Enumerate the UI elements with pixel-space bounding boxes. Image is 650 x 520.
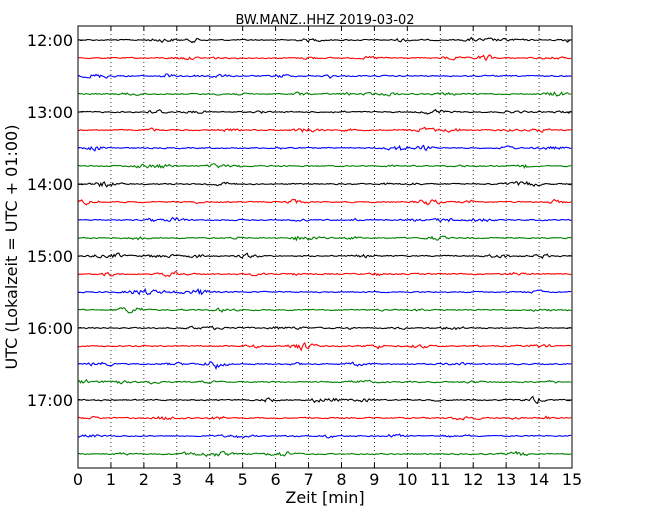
seismic-traces bbox=[77, 36, 572, 458]
y-axis-label: UTC (Lokalzeit = UTC + 01:00) bbox=[2, 125, 21, 370]
x-axis-ticks: 0 1 2 3 4 5 6 7 8 9 10 11 12 13 14 15 bbox=[73, 26, 582, 489]
trace-line bbox=[77, 450, 572, 458]
trace-line bbox=[77, 287, 572, 296]
trace-line bbox=[77, 108, 572, 115]
plot-frame bbox=[77, 25, 573, 469]
trace-line bbox=[77, 252, 572, 260]
x-tick-label: 0 bbox=[73, 470, 83, 489]
trace-line bbox=[77, 198, 572, 206]
trace-line bbox=[77, 144, 572, 152]
trace-line bbox=[77, 180, 572, 188]
trace-line bbox=[77, 361, 572, 371]
trace-line bbox=[77, 378, 572, 385]
trace-line bbox=[77, 73, 572, 79]
trace-line bbox=[77, 36, 572, 44]
trace-line bbox=[77, 307, 572, 314]
x-tick-label: 14 bbox=[529, 470, 549, 489]
y-tick-label: 13:00 bbox=[27, 103, 73, 122]
x-axis-label: Zeit [min] bbox=[285, 488, 364, 507]
x-tick-label: 7 bbox=[303, 470, 313, 489]
trace-line bbox=[77, 126, 572, 133]
x-tick-label: 4 bbox=[205, 470, 215, 489]
x-tick-label: 11 bbox=[430, 470, 450, 489]
x-tick-label: 1 bbox=[106, 470, 116, 489]
x-tick-label: 15 bbox=[562, 470, 582, 489]
x-tick-label: 10 bbox=[397, 470, 417, 489]
x-tick-label: 5 bbox=[238, 470, 248, 489]
trace-line bbox=[77, 341, 572, 352]
trace-line bbox=[77, 216, 572, 223]
trace-line bbox=[77, 415, 572, 421]
chart-title: BW.MANZ..HHZ 2019-03-02 bbox=[235, 13, 414, 28]
trace-line bbox=[77, 91, 572, 97]
x-tick-label: 3 bbox=[172, 470, 182, 489]
x-tick-label: 8 bbox=[336, 470, 346, 489]
x-tick-label: 6 bbox=[271, 470, 281, 489]
grid-lines bbox=[110, 26, 540, 468]
y-tick-label: 15:00 bbox=[27, 247, 73, 266]
y-axis-ticks: 12:00 13:00 14:00 15:00 16:00 17:00 bbox=[27, 31, 572, 410]
x-tick-label: 2 bbox=[139, 470, 149, 489]
y-tick-label: 14:00 bbox=[27, 175, 73, 194]
trace-line bbox=[77, 325, 572, 331]
x-tick-label: 9 bbox=[369, 470, 379, 489]
trace-line bbox=[77, 54, 572, 62]
y-tick-label: 12:00 bbox=[27, 31, 73, 50]
x-tick-label: 12 bbox=[463, 470, 483, 489]
trace-line bbox=[77, 163, 572, 170]
trace-line bbox=[77, 270, 572, 278]
y-tick-label: 17:00 bbox=[27, 391, 73, 410]
trace-line bbox=[77, 395, 572, 405]
trace-line bbox=[77, 235, 572, 242]
y-tick-label: 16:00 bbox=[27, 319, 73, 338]
trace-line bbox=[77, 433, 572, 439]
x-tick-label: 13 bbox=[496, 470, 516, 489]
